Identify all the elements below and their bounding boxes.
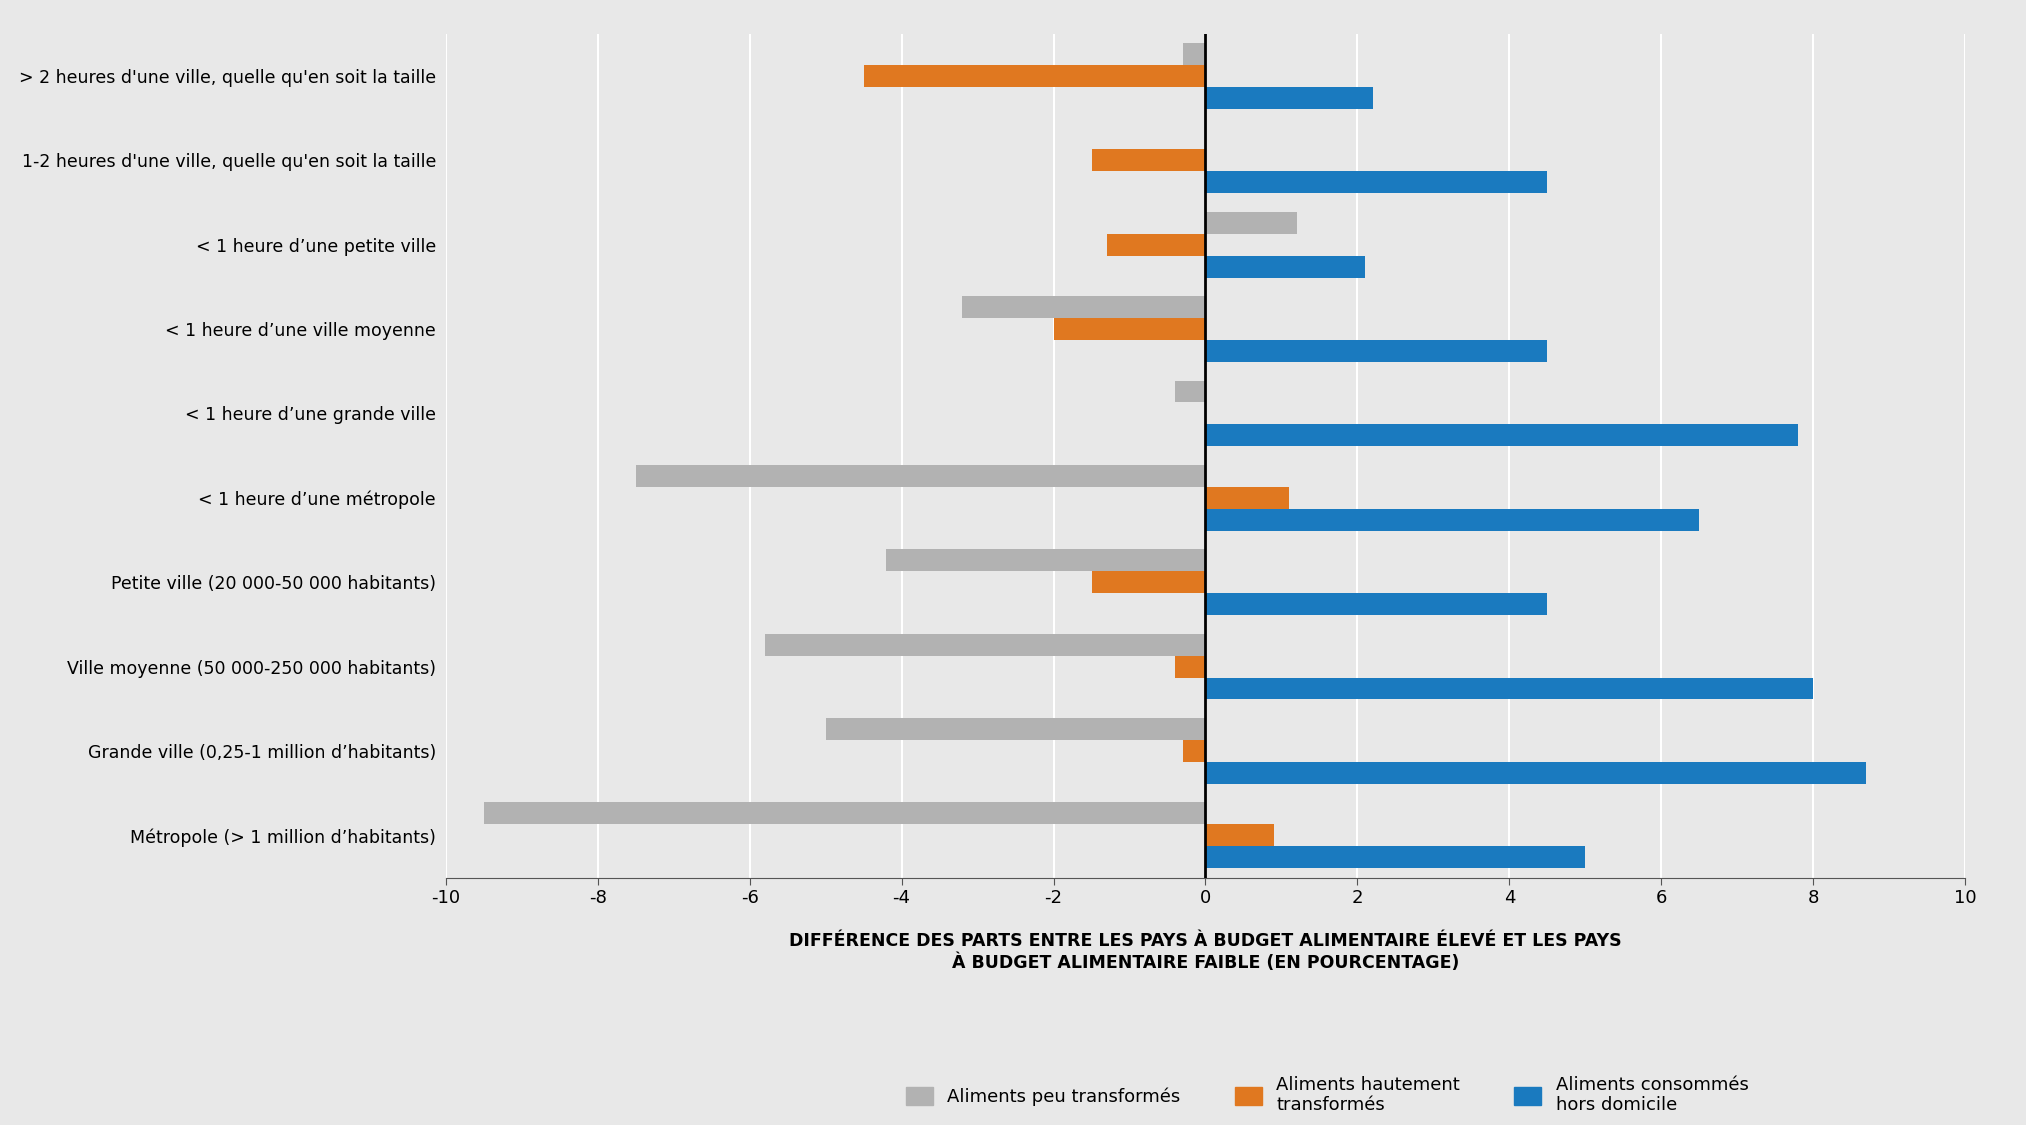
Bar [1205,87,1374,109]
Bar [1205,255,1366,278]
Bar [1205,212,1297,234]
Bar [1205,487,1289,508]
Bar [962,296,1205,318]
Bar [636,465,1205,487]
Bar [1205,825,1274,846]
Bar [1205,846,1586,868]
Bar [1175,380,1205,403]
X-axis label: DIFFÉRENCE DES PARTS ENTRE LES PAYS À BUDGET ALIMENTAIRE ÉLEVÉ ET LES PAYS
À BUD: DIFFÉRENCE DES PARTS ENTRE LES PAYS À BU… [790,933,1621,972]
Bar [1205,171,1548,194]
Bar [1205,762,1866,784]
Bar [1205,340,1548,362]
Bar [1205,677,1813,700]
Bar [1175,656,1205,677]
Bar [1106,234,1205,255]
Bar [1205,424,1799,447]
Legend: Aliments peu transformés, Aliments hautement
transformés, Aliments consommés
hor: Aliments peu transformés, Aliments haute… [898,1069,1757,1122]
Bar [827,718,1205,740]
Bar [1205,508,1700,531]
Bar [1183,740,1205,762]
Bar [1054,318,1205,340]
Bar [484,802,1205,825]
Bar [766,633,1205,656]
Bar [1092,572,1205,593]
Bar [1092,150,1205,171]
Bar [1205,593,1548,615]
Bar [1183,43,1205,65]
Y-axis label: CONTINUUM RURAL-URBAIN (URCA): CONTINUUM RURAL-URBAIN (URCA) [0,276,2,636]
Bar [863,65,1205,87]
Bar [887,549,1205,572]
